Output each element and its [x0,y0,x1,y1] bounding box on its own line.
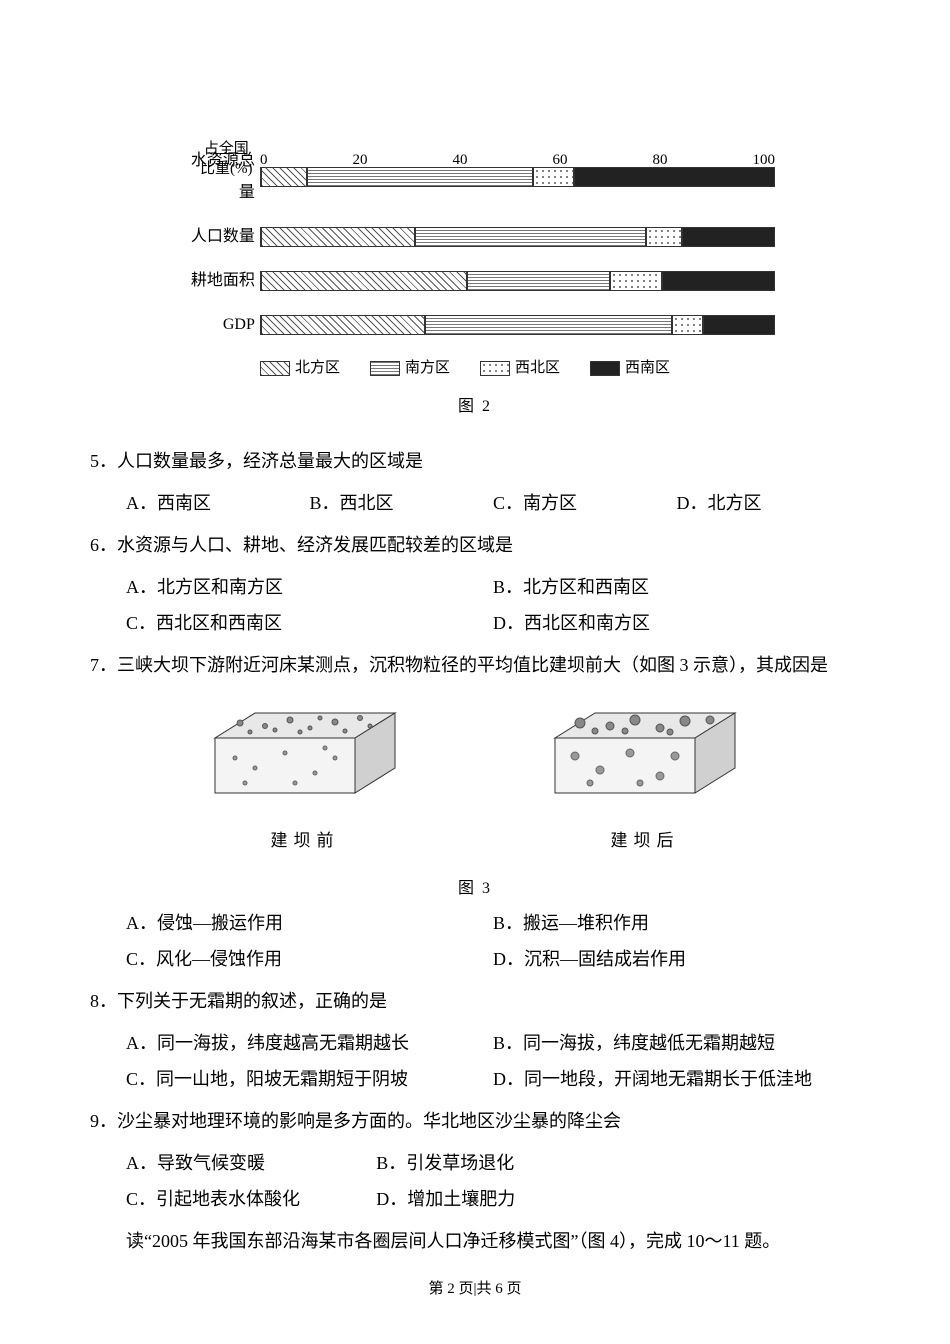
question-7-options-row1: A．侵蚀—搬运作用 B．搬运—堆积作用 [126,905,860,941]
legend-label: 北方区 [295,353,340,383]
tick-60: 60 [553,145,568,175]
q8-option-a: A．同一海拔，纬度越高无霜期越长 [126,1025,493,1061]
bar-segment-north [261,315,426,335]
q9-option-a: A．导致气候变暖 [126,1145,376,1181]
bar-row: GDP [175,309,775,341]
question-8-options-row1: A．同一海拔，纬度越高无霜期越长 B．同一海拔，纬度越低无霜期越短 [126,1025,860,1061]
figure-3: 建坝前 建坝后 [150,698,800,858]
bar-segment-nw [610,271,661,291]
q5-option-b: B．西北区 [310,485,494,521]
sediment-before-icon [195,698,415,808]
figure-3-after: 建坝后 [535,698,755,858]
q9-option-d: D．增加土壤肥力 [376,1181,626,1217]
bar-segment-south [425,315,672,335]
q9-option-b: B．引发草场退化 [376,1145,626,1181]
question-9-options-row2: C．引起地表水体酸化 D．增加土壤肥力 [126,1181,627,1217]
q8-option-d: D．同一地段，开阔地无霜期长于低洼地 [493,1061,860,1097]
q9-option-c: C．引起地表水体酸化 [126,1181,376,1217]
bar-label: 耕地面积 [175,265,260,297]
q7-option-b: B．搬运—堆积作用 [493,905,860,941]
q7-option-c: C．风化—侵蚀作用 [126,941,493,977]
page-footer: 第 2 页|共 6 页 [0,1274,950,1304]
bar-label: GDP [175,309,260,341]
tick-80: 80 [653,145,668,175]
legend-item-sw: 西南区 [590,353,670,383]
figure-3-after-label: 建坝后 [535,824,755,858]
tick-20: 20 [353,145,368,175]
legend-item-north: 北方区 [260,353,340,383]
q6-option-b: B．北方区和西南区 [493,569,860,605]
legend-item-south: 南方区 [370,353,450,383]
legend-swatch [480,361,510,376]
question-9: 9．沙尘暴对地理环境的影响是多方面的。华北地区沙尘暴的降尘会 [90,1103,860,1139]
figure-3-before: 建坝前 [195,698,415,858]
bar-row: 人口数量 [175,221,775,253]
question-5: 5．人口数量最多，经济总量最大的区域是 [90,443,860,479]
chart-figure-2: 占全国 比重(%) 0 20 40 60 80 100 水资源总量人口数量耕地面… [175,145,775,423]
figure-3-before-label: 建坝前 [195,824,415,858]
q7-option-a: A．侵蚀—搬运作用 [126,905,493,941]
legend-swatch [260,361,290,376]
q6-option-a: A．北方区和南方区 [126,569,493,605]
bar-track [260,227,775,247]
legend-swatch [590,361,620,376]
q8-option-c: C．同一山地，阳坡无霜期短于阴坡 [126,1061,493,1097]
q6-option-c: C．西北区和西南区 [126,605,493,641]
tick-100: 100 [753,145,776,175]
bar-segment-north [261,271,467,291]
tick-0: 0 [260,145,268,175]
q6-option-d: D．西北区和南方区 [493,605,860,641]
legend-label: 西南区 [625,353,670,383]
question-8: 8．下列关于无霜期的叙述，正确的是 [90,983,860,1019]
bar-track [260,315,775,335]
legend: 北方区 南方区 西北区 西南区 [260,353,775,383]
y-axis-title: 占全国 比重(%) [200,140,253,179]
bar-segment-south [415,227,646,247]
q5-option-a: A．西南区 [126,485,310,521]
question-9-options-row1: A．导致气候变暖 B．引发草场退化 [126,1145,627,1181]
y-axis-title-line2: 比重(%) [200,161,253,177]
question-7-options-row2: C．风化—侵蚀作用 D．沉积—固结成岩作用 [126,941,860,977]
axis-tick-labels: 0 20 40 60 80 100 [260,145,775,175]
question-8-options-row2: C．同一山地，阳坡无霜期短于阴坡 D．同一地段，开阔地无霜期长于低洼地 [126,1061,860,1097]
question-5-options: A．西南区 B．西北区 C．南方区 D．北方区 [126,485,860,521]
question-6-options-row2: C．西北区和西南区 D．西北区和南方区 [126,605,860,641]
question-7: 7．三峡大坝下游附近河床某测点，沉积物粒径的平均值比建坝前大（如图 3 示意），… [90,647,860,683]
question-6: 6．水资源与人口、耕地、经济发展匹配较差的区域是 [90,527,860,563]
bar-segment-sw [662,271,775,291]
tick-40: 40 [453,145,468,175]
q7-option-d: D．沉积—固结成岩作用 [493,941,860,977]
q8-option-b: B．同一海拔，纬度越低无霜期越短 [493,1025,860,1061]
legend-item-nw: 西北区 [480,353,560,383]
bar-row: 耕地面积 [175,265,775,297]
intro-10-11: 读“2005 年我国东部沿海某市各圈层间人口净迁移模式图”（图 4），完成 10… [90,1223,860,1259]
sediment-after-icon [535,698,755,808]
figure-3-caption: 图 3 [90,873,860,905]
bar-segment-sw [703,315,775,335]
figure-2-caption: 图 2 [175,391,775,423]
bar-segment-sw [682,227,775,247]
question-6-options-row1: A．北方区和南方区 B．北方区和西南区 [126,569,860,605]
bar-segment-nw [672,315,703,335]
bar-segment-south [467,271,611,291]
q5-option-c: C．南方区 [493,485,677,521]
legend-swatch [370,361,400,376]
bar-track [260,271,775,291]
legend-label: 南方区 [405,353,450,383]
q5-option-d: D．北方区 [677,485,861,521]
bar-label: 人口数量 [175,221,260,253]
legend-label: 西北区 [515,353,560,383]
bar-segment-north [261,227,415,247]
y-axis-title-line1: 占全国 [204,141,249,157]
bar-segment-nw [646,227,682,247]
